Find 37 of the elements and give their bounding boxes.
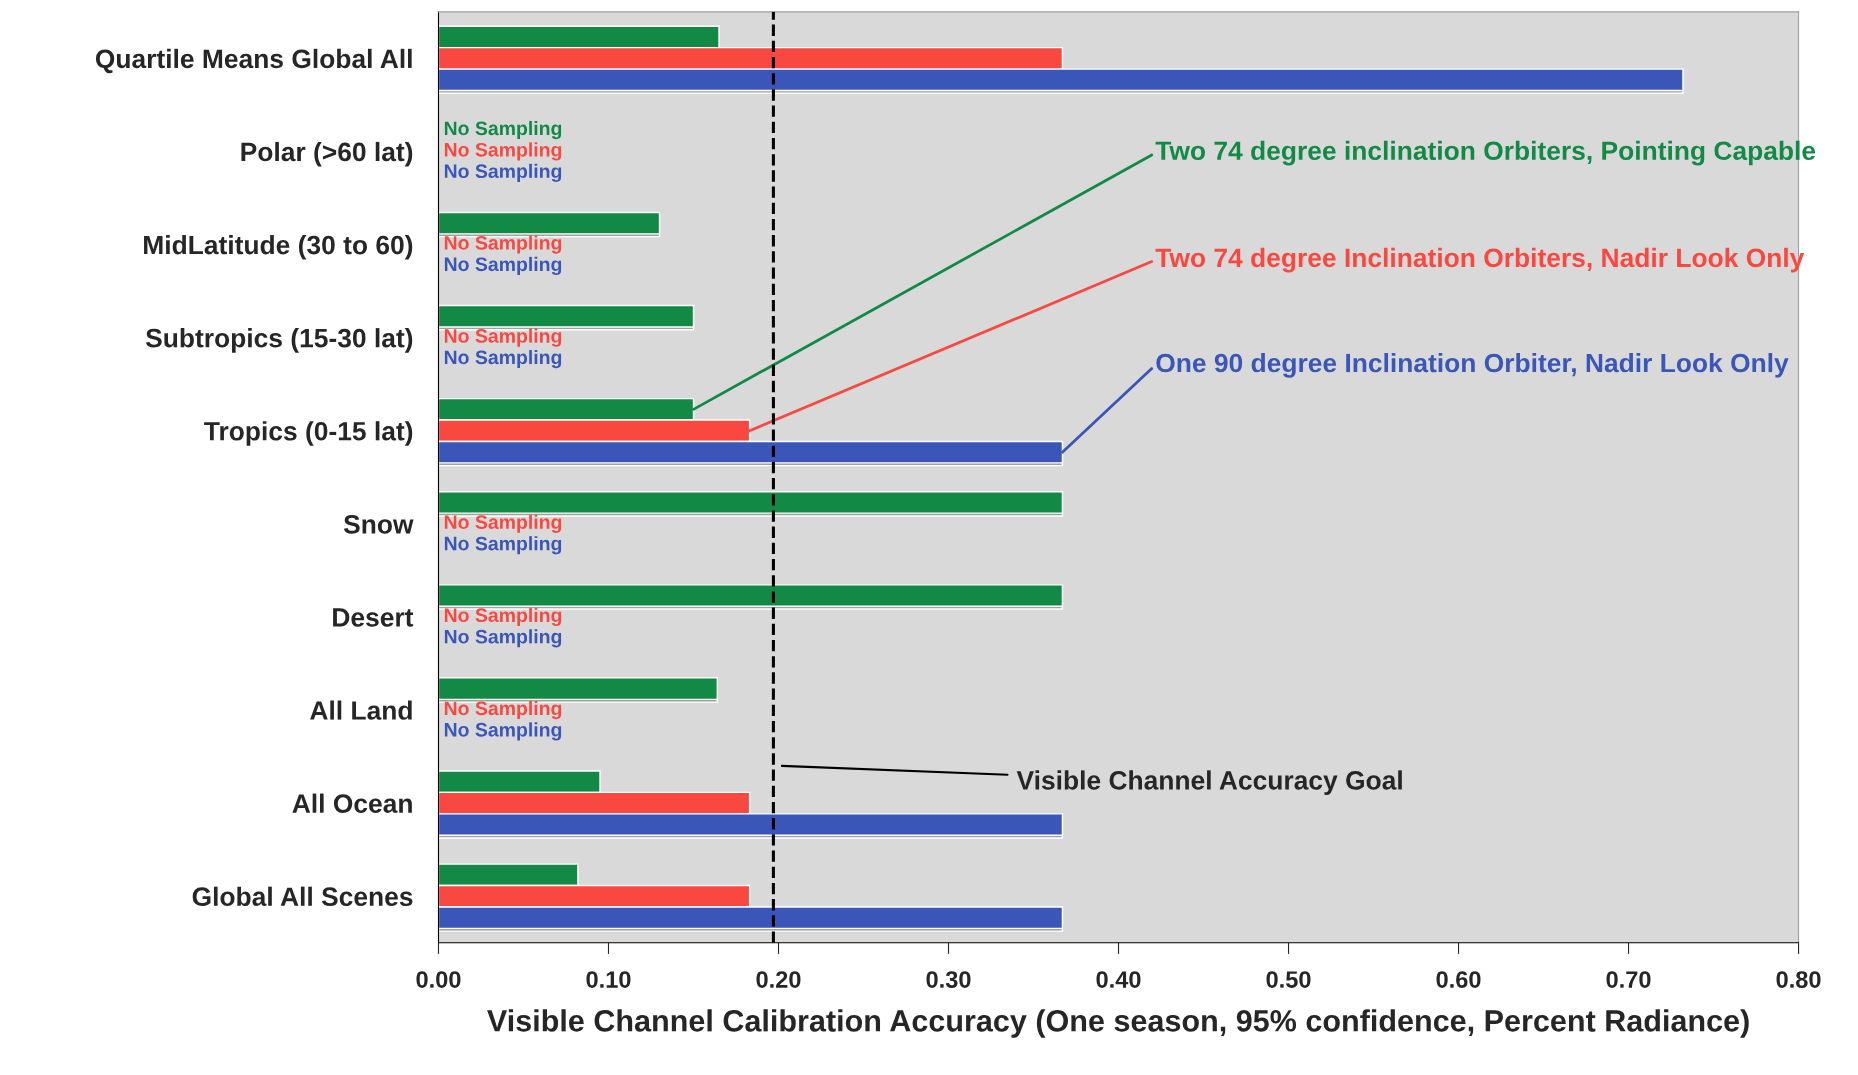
y-tick-label: Snow: [343, 514, 414, 534]
text: No Sampling: [444, 700, 562, 720]
x-tick-label: 0.80: [1776, 971, 1821, 988]
text: No Sampling: [444, 536, 562, 555]
text: No Sampling: [444, 514, 562, 533]
x-tick-label: 0.00: [416, 971, 461, 988]
text: No Sampling: [444, 235, 562, 254]
x-tick-label: 0.60: [1436, 971, 1481, 988]
x-tick-label: 0.40: [1096, 971, 1141, 988]
x-tick-label: 0.30: [926, 971, 971, 988]
text: No Sampling: [444, 349, 562, 369]
ref-line-label: Visible Channel Accuracy Goal: [1016, 770, 1402, 795]
text: No Sampling: [444, 120, 562, 140]
text: No Sampling: [444, 722, 562, 741]
text: No Sampling: [444, 607, 562, 627]
text: Two 74 degree inclination Orbiters, Pointing Capable: [1155, 140, 1816, 166]
x-tick-label: 0.50: [1266, 971, 1311, 988]
x-tick-label: 0.10: [586, 971, 631, 988]
y-tick-label: Global All Scenes: [192, 886, 413, 907]
text: One 90 degree Inclination Orbiter, Nadir Look Only: [1156, 352, 1789, 378]
text: Two 74 degree Inclination Orbiters, Nadir Look Only: [1155, 247, 1805, 273]
y-tick-label: MidLatitude (30 to 60): [144, 235, 413, 260]
text: No Sampling: [444, 256, 562, 276]
text: No Sampling: [444, 328, 562, 347]
y-tick-label: Tropics (0-15 lat): [204, 421, 413, 446]
y-tick-label: Desert: [333, 608, 414, 627]
y-tick-label: All Land: [310, 700, 412, 720]
y-tick-label: Quartile Means Global All: [95, 48, 412, 74]
y-tick-label: All Ocean: [292, 793, 412, 813]
x-axis-title: Visible Channel Calibration Accuracy (One season, 95% confidence, Percent Radiance): [487, 1009, 1749, 1038]
y-tick-label: Subtropics (15-30 lat): [145, 328, 413, 353]
text: No Sampling: [444, 142, 562, 161]
text: No Sampling: [444, 629, 562, 648]
x-tick-label: 0.70: [1606, 971, 1651, 988]
x-tick-label: 0.20: [756, 971, 801, 988]
text: No Sampling: [444, 163, 562, 182]
y-tick-label: Polar (>60 lat): [241, 141, 413, 167]
